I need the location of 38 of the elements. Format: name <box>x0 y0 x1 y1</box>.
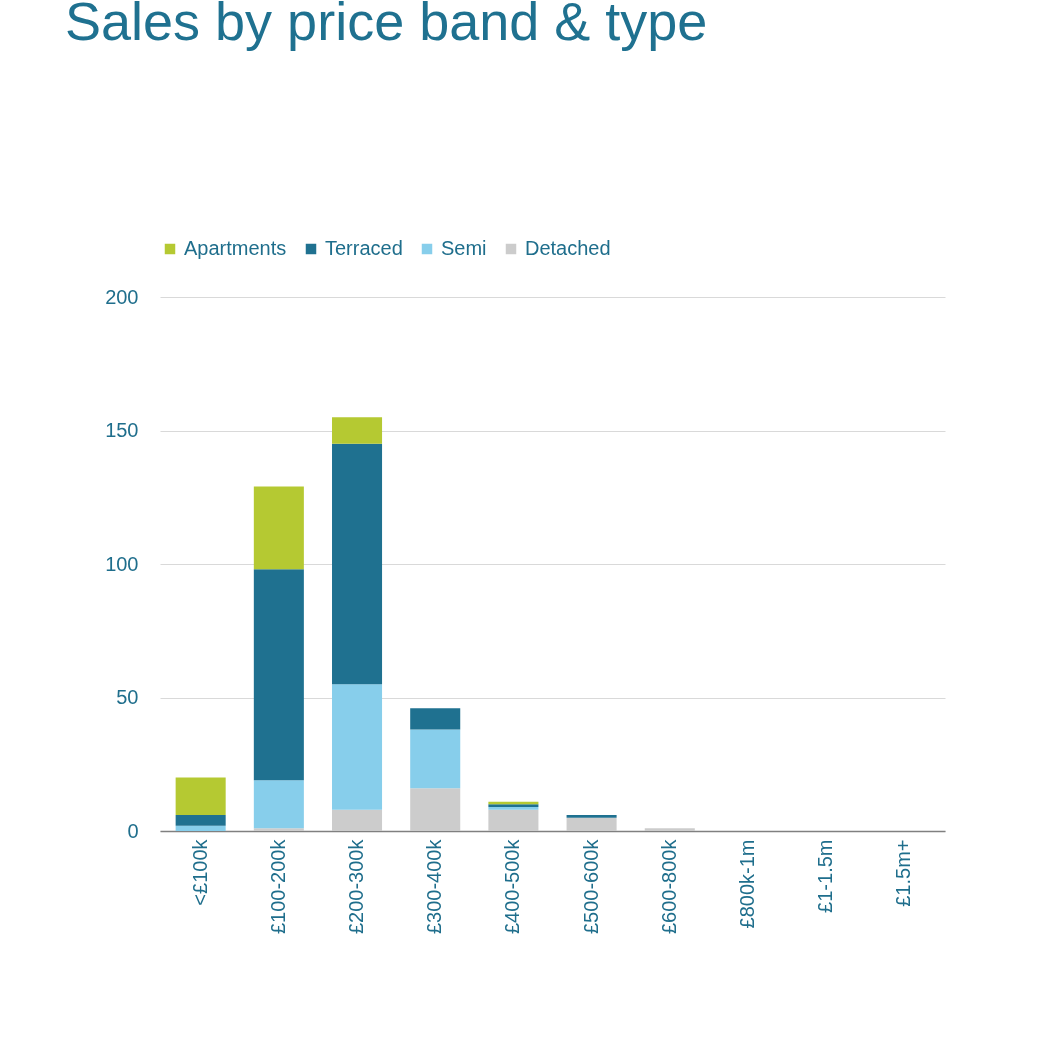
bar <box>175 814 226 826</box>
legend-label: Detached <box>525 237 611 259</box>
bar <box>175 825 226 831</box>
x-tick-label: £1-1.5m <box>814 839 837 913</box>
bar <box>332 809 383 831</box>
x-tick-label: £200-300k <box>345 838 368 935</box>
bar <box>253 486 304 570</box>
bar <box>644 828 695 831</box>
x-tick-label: £1.5m+ <box>892 839 915 907</box>
bar <box>332 684 383 810</box>
y-tick-label: 0 <box>127 819 139 842</box>
x-tick-label: £600-800k <box>657 838 680 935</box>
legend-label: Semi <box>441 237 487 259</box>
x-tick-label: £300-400k <box>423 838 446 935</box>
x-tick-label: <£100k <box>188 838 211 906</box>
bar <box>566 814 617 818</box>
bar <box>410 729 461 789</box>
bar <box>175 777 226 815</box>
bar <box>410 788 461 831</box>
x-tick-label: £500-600k <box>579 838 602 935</box>
bar <box>410 708 461 730</box>
bar <box>253 780 304 829</box>
x-tick-label: £100-200k <box>266 838 289 935</box>
y-tick-label: 100 <box>105 552 139 575</box>
chart-title: Sales by price band & type <box>65 0 708 51</box>
bar <box>332 443 383 685</box>
bar <box>488 809 539 831</box>
x-tick-label: £800k-1m <box>735 839 758 929</box>
bar <box>332 417 383 444</box>
bar <box>253 828 304 831</box>
bar <box>566 817 617 831</box>
y-tick-label: 200 <box>105 285 139 308</box>
legend-label: Apartments <box>184 237 287 259</box>
y-tick-label: 50 <box>116 686 139 708</box>
x-tick-label: £400-500k <box>501 838 524 935</box>
y-tick-label: 150 <box>105 419 139 441</box>
legend-label: Terraced <box>325 237 403 259</box>
bar <box>253 569 304 781</box>
